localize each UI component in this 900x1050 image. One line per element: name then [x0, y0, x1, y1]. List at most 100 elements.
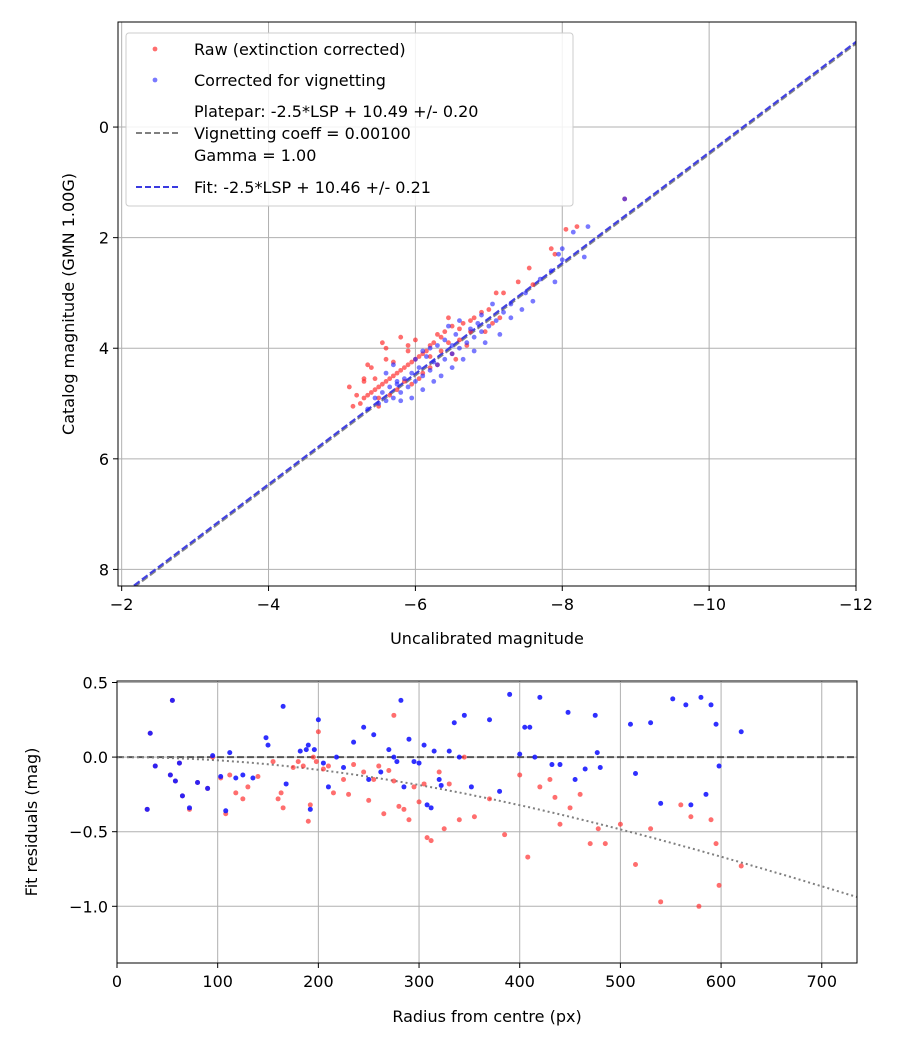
corrected-point	[405, 384, 411, 390]
raw-residual-point	[278, 790, 284, 796]
raw-point	[424, 348, 429, 354]
raw-residual-point	[371, 776, 377, 782]
reference-lines	[117, 756, 857, 898]
corrected-residual-point	[303, 747, 309, 753]
corrected-residual-point	[315, 717, 321, 723]
corrected-residual-point	[537, 694, 543, 700]
raw-residual-point	[617, 821, 623, 827]
raw-point	[515, 279, 521, 285]
x-axis-label: Uncalibrated magnitude	[390, 629, 584, 648]
corrected-residual-point	[325, 784, 331, 790]
raw-point	[387, 376, 393, 382]
raw-point	[468, 318, 473, 323]
raw-point	[390, 373, 396, 379]
corrected-residual-point	[147, 730, 153, 736]
raw-point	[398, 367, 404, 373]
corrected-point	[383, 370, 389, 376]
corrected-residual-point	[398, 697, 404, 703]
raw-residual-point	[310, 754, 316, 760]
raw-point	[401, 365, 407, 370]
y-axis-label: Fit residuals (mag)	[22, 748, 41, 897]
raw-point	[405, 362, 411, 368]
raw-residual-point	[315, 729, 321, 735]
corrected-residual-point	[265, 742, 271, 748]
raw-residual-point	[366, 797, 372, 803]
raw-residual-point	[406, 817, 412, 823]
axis-ticks: −2 −4 −6 −8 −10 −12 0 2 4 6 8	[99, 118, 873, 614]
corrected-residual-point	[594, 750, 600, 756]
corrected-point	[409, 370, 415, 376]
corrected-residual-point	[280, 703, 286, 709]
raw-point	[383, 379, 389, 384]
corrected-point	[460, 356, 466, 362]
corrected-point	[365, 406, 371, 412]
raw-point	[442, 329, 448, 335]
raw-point	[394, 370, 400, 376]
y-tick-label: 8	[99, 560, 109, 579]
raw-point	[431, 340, 437, 346]
raw-point	[471, 315, 477, 321]
raw-point	[394, 387, 400, 393]
corrected-point	[585, 224, 591, 229]
corrected-point	[453, 332, 459, 337]
corrected-point	[446, 323, 451, 329]
corrected-residual-point	[487, 717, 493, 723]
corrected-point	[379, 390, 385, 395]
raw-point	[357, 401, 363, 406]
corrected-residual-point	[176, 760, 182, 766]
corrected-point	[486, 323, 492, 329]
corrected-residual-point	[497, 788, 503, 794]
raw-point	[354, 392, 360, 398]
raw-residual-point	[275, 796, 281, 802]
corrected-residual-point	[223, 808, 229, 814]
corrected-point	[416, 365, 422, 370]
raw-residual-point	[471, 814, 477, 820]
x-axis-label: Radius from centre (px)	[392, 1007, 581, 1026]
raw-point	[493, 290, 499, 296]
corrected-point	[394, 379, 400, 384]
raw-point	[409, 381, 415, 387]
raw-point	[416, 376, 422, 382]
corrected-point	[420, 387, 426, 393]
raw-residual-point	[446, 781, 452, 787]
raw-residual-point	[307, 802, 313, 808]
corrected-residual-point	[436, 776, 442, 782]
raw-residual-point	[391, 712, 397, 718]
corrected-point	[570, 229, 576, 235]
legend-vignetting-label: Vignetting coeff = 0.00100	[194, 124, 411, 143]
corrected-point	[622, 196, 628, 202]
corrected-point	[420, 348, 426, 354]
corrected-point	[427, 367, 433, 373]
corrected-residual-point	[297, 748, 303, 754]
corrected-residual-point	[205, 785, 211, 791]
corrected-point	[409, 395, 415, 401]
raw-point	[365, 392, 371, 398]
raw-residual-point	[424, 835, 430, 841]
raw-residual-point	[421, 781, 427, 787]
corrected-residual-point	[456, 754, 462, 760]
raw-residual-point	[313, 759, 319, 765]
raw-residual-point	[233, 790, 239, 796]
corrected-point	[449, 343, 455, 348]
raw-residual-point	[346, 791, 352, 797]
raw-point	[460, 320, 466, 326]
raw-point	[526, 265, 532, 271]
corrected-point	[581, 254, 587, 260]
raw-residual-point	[567, 805, 573, 811]
raw-residual-point	[351, 762, 357, 768]
x-tick-label: 400	[504, 972, 535, 991]
raw-residual-point	[525, 854, 531, 860]
raw-residual-point	[280, 805, 286, 811]
raw-residual-point	[245, 784, 251, 790]
raw-point	[346, 384, 352, 390]
corrected-residual-point	[227, 750, 233, 756]
corrected-point	[431, 379, 437, 384]
raw-residual-point	[436, 769, 442, 775]
corrected-residual-point	[713, 721, 719, 727]
corrected-residual-point	[648, 720, 654, 726]
corrected-residual-point	[461, 712, 467, 718]
corrected-residual-point	[517, 751, 523, 757]
corrected-point	[390, 362, 396, 368]
corrected-point	[471, 334, 477, 340]
raw-point	[405, 343, 411, 348]
